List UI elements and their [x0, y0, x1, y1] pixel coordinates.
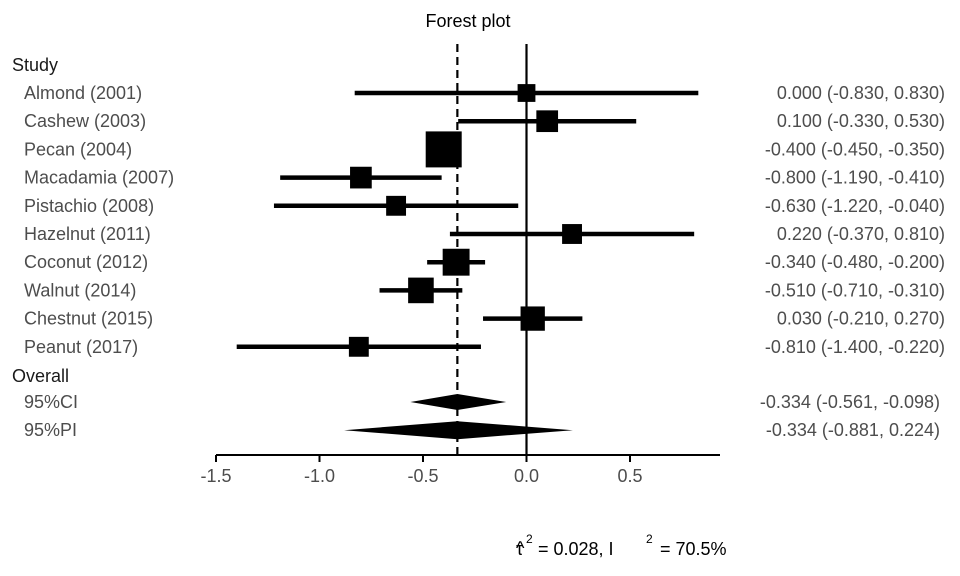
- study-label: Hazelnut (2011): [24, 224, 151, 244]
- i-squared-value: = 70.5%: [660, 539, 727, 559]
- study-rows: Almond (2001) 0.000 (-0.830, 0.830) Cashew…: [24, 83, 945, 357]
- point-estimate-box: [348, 336, 369, 357]
- x-tick-label: 0.0: [514, 466, 539, 486]
- estimate-ci-text: -0.810 (-1.400, -0.220): [765, 337, 945, 357]
- study-label: Pistachio (2008): [24, 196, 154, 216]
- summary-row: 95%CI -0.334 (-0.561, -0.098): [24, 392, 940, 412]
- point-estimate-box: [350, 166, 372, 189]
- x-axis: -1.5 -1.0 -0.5 0.0 0.5: [200, 454, 720, 486]
- study-label: Cashew (2003): [24, 111, 146, 131]
- point-estimate-box: [517, 84, 536, 102]
- summary-diamond: [410, 394, 507, 410]
- point-estimate-box: [536, 110, 559, 133]
- x-tick-label: -0.5: [407, 466, 438, 486]
- chart-title: Forest plot: [425, 11, 510, 31]
- summary-label: 95%PI: [24, 420, 77, 440]
- study-label: Walnut (2014): [24, 280, 136, 300]
- study-label: Macadamia (2007): [24, 168, 174, 188]
- estimate-ci-text: -0.400 (-0.450, -0.350): [765, 139, 945, 159]
- estimate-ci-text: -0.340 (-0.480, -0.200): [765, 252, 945, 272]
- study-row: Chestnut (2015) 0.030 (-0.210, 0.270): [24, 306, 945, 331]
- study-row: Coconut (2012) -0.340 (-0.480, -0.200): [24, 248, 945, 276]
- point-estimate-box: [425, 131, 462, 168]
- study-label: Chestnut (2015): [24, 309, 153, 329]
- summary-ci-text: -0.334 (-0.881, 0.224): [766, 420, 940, 440]
- i-squared-sup: 2: [646, 532, 653, 546]
- x-tick-label: -1.5: [200, 466, 231, 486]
- overall-section-header: Overall: [12, 366, 69, 386]
- point-estimate-box: [442, 248, 470, 276]
- estimate-ci-text: -0.510 (-0.710, -0.310): [765, 280, 945, 300]
- study-label: Peanut (2017): [24, 337, 138, 357]
- study-label: Pecan (2004): [24, 139, 132, 159]
- study-label: Coconut (2012): [24, 252, 148, 272]
- estimate-ci-text: -0.630 (-1.220, -0.040): [765, 196, 945, 216]
- summary-rows: 95%CI -0.334 (-0.561, -0.098) 95%PI -0.334 …: [24, 392, 940, 440]
- x-tick-label: 0.5: [617, 466, 642, 486]
- study-row: Cashew (2003) 0.100 (-0.330, 0.530): [24, 110, 945, 133]
- tau-hat-glyph: ^: [516, 538, 525, 558]
- study-row: Macadamia (2007) -0.800 (-1.190, -0.410): [24, 166, 945, 189]
- tau-symbol: τ: [516, 539, 523, 559]
- estimate-ci-text: 0.000 (-0.830, 0.830): [777, 83, 945, 103]
- x-tick-label: -1.0: [304, 466, 335, 486]
- study-row: Pecan (2004) -0.400 (-0.450, -0.350): [24, 131, 945, 168]
- summary-diamond: [344, 421, 573, 440]
- reference-lines: [456, 44, 528, 455]
- tau-squared-sup: 2: [526, 532, 533, 546]
- study-row: Almond (2001) 0.000 (-0.830, 0.830): [24, 83, 945, 103]
- summary-ci-text: -0.334 (-0.561, -0.098): [760, 392, 940, 412]
- estimate-ci-text: 0.100 (-0.330, 0.530): [777, 111, 945, 131]
- summary-label: 95%CI: [24, 392, 78, 412]
- study-label: Almond (2001): [24, 83, 142, 103]
- point-estimate-box: [408, 277, 434, 304]
- tau-squared-value: = 0.028, I: [538, 539, 614, 559]
- study-row: Pistachio (2008) -0.630 (-1.220, -0.040): [24, 196, 945, 216]
- point-estimate-box: [386, 195, 407, 216]
- heterogeneity-statistic: ^ τ 2 = 0.028, I 2 = 70.5%: [516, 532, 727, 559]
- estimate-ci-text: 0.030 (-0.210, 0.270): [777, 309, 945, 329]
- point-estimate-box: [520, 306, 545, 331]
- study-row: Walnut (2014) -0.510 (-0.710, -0.310): [24, 277, 945, 304]
- estimate-ci-text: 0.220 (-0.370, 0.810): [777, 224, 945, 244]
- summary-row: 95%PI -0.334 (-0.881, 0.224): [24, 420, 940, 440]
- study-column-header: Study: [12, 55, 58, 75]
- study-row: Peanut (2017) -0.810 (-1.400, -0.220): [24, 337, 945, 357]
- study-row: Hazelnut (2011) 0.220 (-0.370, 0.810): [24, 224, 945, 244]
- point-estimate-box: [562, 224, 582, 244]
- estimate-ci-text: -0.800 (-1.190, -0.410): [765, 168, 945, 188]
